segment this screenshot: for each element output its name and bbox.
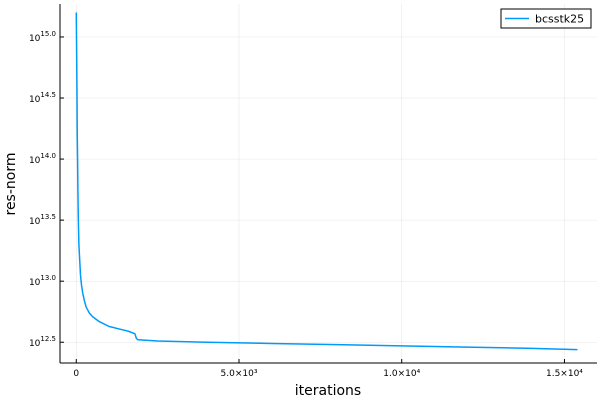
y-tick-label-exponent: 12.5 [40, 335, 56, 343]
series-line-bcsstk25 [75, 12, 578, 351]
series-layer [75, 12, 578, 351]
x-ticks: 0 5.0×10³ 1.0×10⁴ 1.5×10⁴ [73, 359, 583, 379]
y-tick-label-exponent: 14.0 [40, 152, 56, 160]
y-tick-label-base: 10 [29, 339, 41, 349]
x-tick-label: 1.5×10⁴ [546, 369, 583, 379]
legend: bcsstk25 [500, 8, 592, 29]
legend-label: bcsstk25 [535, 13, 584, 26]
y-tick-label: 1013.5 [29, 213, 56, 227]
y-tick-label-base: 10 [29, 34, 41, 44]
x-axis-label: iterations [295, 383, 361, 399]
y-tick-label-base: 10 [29, 217, 41, 227]
x-tick-label: 5.0×10³ [221, 369, 258, 379]
y-tick-label-exponent: 13.0 [40, 274, 56, 282]
y-tick-label: 1012.5 [29, 335, 56, 349]
y-tick-label-base: 10 [29, 95, 41, 105]
y-tick-label: 1013.0 [29, 274, 56, 288]
grid [60, 4, 597, 363]
legend-box [500, 8, 592, 29]
y-tick-label-exponent: 15.0 [40, 30, 56, 38]
y-tick-label-base: 10 [29, 156, 41, 166]
x-tick-label: 1.0×10⁴ [383, 369, 420, 379]
y-tick-label: 1014.0 [29, 152, 56, 166]
axes [59, 4, 597, 364]
x-tick-label: 0 [73, 369, 79, 379]
y-tick-label-exponent: 13.5 [40, 213, 56, 221]
y-axis-label: res-norm [3, 153, 19, 216]
y-tick-label-exponent: 14.5 [40, 91, 56, 99]
y-tick-label-base: 10 [29, 278, 41, 288]
y-tick-label: 1014.5 [29, 91, 56, 105]
y-tick-label: 1015.0 [29, 30, 56, 44]
